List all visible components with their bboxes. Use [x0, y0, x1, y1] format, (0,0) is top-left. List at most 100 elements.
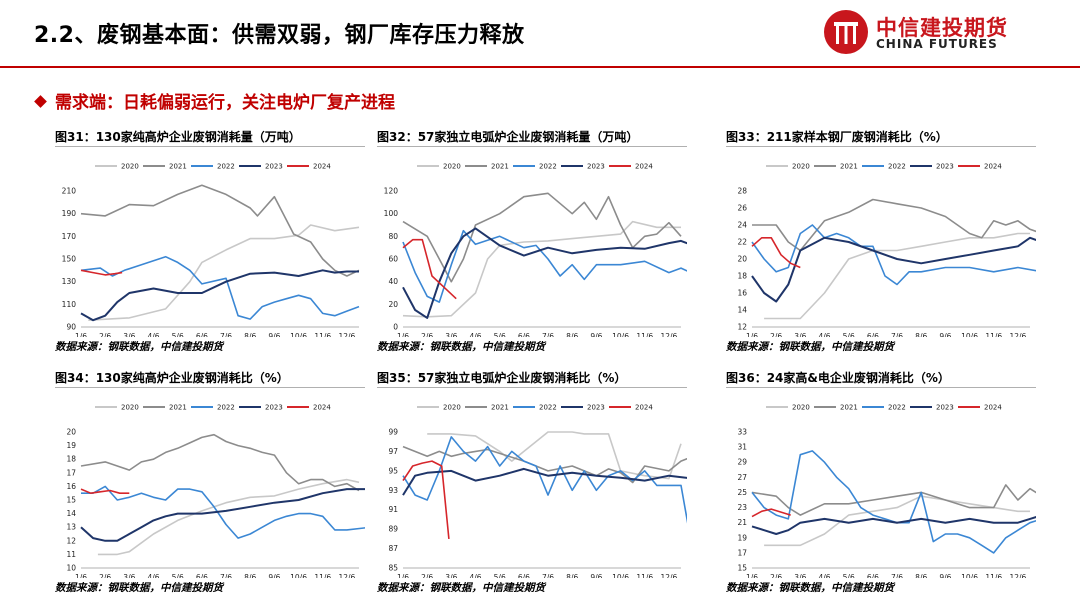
series-line-2021 — [751, 484, 1036, 516]
chart-title: 图32：57家独立电弧炉企业废钢消耗量（万吨） — [377, 130, 639, 144]
y-tick-label: 110 — [62, 300, 77, 309]
x-tick-label: 10/6 — [961, 332, 978, 337]
x-tick-label: 5/6 — [172, 332, 184, 337]
series-line-2024 — [402, 238, 457, 300]
series-line-2020 — [764, 495, 1030, 547]
x-tick-label: 11/6 — [636, 573, 653, 578]
x-tick-label: 12/6 — [338, 573, 355, 578]
y-tick-label: 14 — [737, 306, 747, 315]
line-chart-36: 2020 2021 2022 2023 2024 15 17 19 21 23 25 27 29 31 33… — [737, 404, 1036, 578]
x-tick-label: 10/6 — [290, 573, 307, 578]
legend-label-2022: 2022 — [217, 163, 235, 171]
legend-label-2024: 2024 — [635, 163, 653, 171]
y-tick-label: 28 — [737, 187, 747, 196]
y-tick-label: 11 — [66, 550, 76, 559]
legend-label-2024: 2024 — [313, 404, 331, 412]
y-tick-label: 93 — [388, 486, 398, 495]
y-tick-label: 15 — [737, 564, 747, 573]
y-tick-label: 15 — [66, 496, 76, 505]
chart-title: 图36：24家高&电企业废钢消耗比（%） — [726, 371, 950, 385]
x-tick-label: 6/6 — [867, 332, 879, 337]
y-tick-label: 17 — [66, 468, 76, 477]
series-line-2020 — [427, 431, 682, 480]
y-tick-label: 18 — [737, 272, 747, 281]
y-tick-label: 19 — [66, 441, 76, 450]
x-tick-label: 8/6 — [915, 332, 927, 337]
x-tick-label: 12/6 — [660, 332, 677, 337]
x-tick-label: 9/6 — [590, 332, 602, 337]
y-tick-label: 14 — [66, 509, 76, 518]
legend-label-2023: 2023 — [587, 404, 605, 412]
y-tick-label: 20 — [66, 428, 76, 437]
legend-label-2023: 2023 — [265, 404, 283, 412]
legend-label-2022: 2022 — [539, 404, 557, 412]
x-tick-label: 4/6 — [147, 332, 159, 337]
x-tick-label: 11/6 — [636, 332, 653, 337]
chart-source: 数据来源：钢联数据，中信建投期货 — [726, 341, 894, 353]
y-tick-label: 16 — [737, 289, 747, 298]
line-chart-31: 2020 2021 2022 2023 2024 90 110 130 150 170 190 210… — [62, 163, 360, 337]
page-title: 2.2、废钢基本面：供需双弱，钢厂库存压力释放 — [34, 23, 525, 48]
series-line-2024 — [402, 460, 450, 539]
x-tick-label: 11/6 — [314, 332, 331, 337]
chart-panel-34: 图34：130家纯高炉企业废钢消耗比（%） 2020 2021 2022 2023 20… — [55, 369, 401, 596]
x-tick-label: 12/6 — [660, 573, 677, 578]
series-line-2022 — [751, 224, 1036, 286]
series-line-2021 — [80, 433, 360, 492]
x-tick-label: 9/6 — [590, 573, 602, 578]
x-tick-label: 4/6 — [818, 332, 830, 337]
series-line-2021 — [402, 445, 687, 484]
legend-label-2023: 2023 — [936, 404, 954, 412]
x-tick-label: 12/6 — [1009, 332, 1026, 337]
x-tick-label: 8/6 — [244, 332, 256, 337]
y-tick-label: 17 — [737, 548, 747, 557]
y-tick-label: 23 — [737, 503, 747, 512]
legend-label-2023: 2023 — [936, 163, 954, 171]
y-tick-label: 20 — [737, 255, 747, 264]
chart-legend: 2020 2021 2022 2023 2024 — [417, 163, 653, 171]
x-tick-label: 3/6 — [794, 573, 806, 578]
x-tick-label: 1/6 — [746, 573, 758, 578]
chart-legend: 2020 2021 2022 2023 2024 — [95, 163, 331, 171]
series-line-2021 — [80, 184, 360, 277]
x-tick-label: 7/6 — [542, 332, 554, 337]
series-line-2023 — [402, 227, 687, 319]
series-line-2023 — [80, 269, 359, 322]
series-line-2023 — [80, 488, 365, 542]
chart-source: 数据来源：钢联数据，中信建投期货 — [55, 582, 223, 594]
section-subtitle: 需求端：日耗偏弱运行，关注电炉厂复产进程 — [34, 88, 395, 113]
x-tick-label: 2/6 — [421, 332, 433, 337]
chart-legend: 2020 2021 2022 2023 2024 — [417, 404, 653, 412]
legend-label-2023: 2023 — [587, 163, 605, 171]
logo-text-en: CHINA FUTURES — [876, 37, 998, 51]
x-tick-label: 9/6 — [939, 332, 951, 337]
y-tick-label: 25 — [737, 488, 747, 497]
x-tick-label: 5/6 — [172, 573, 184, 578]
series-line-2023 — [402, 467, 687, 496]
series-line-2023 — [751, 236, 1036, 303]
x-tick-label: 4/6 — [818, 573, 830, 578]
y-tick-label: 60 — [388, 255, 398, 264]
x-tick-label: 2/6 — [99, 573, 111, 578]
legend-label-2022: 2022 — [217, 404, 235, 412]
y-tick-label: 150 — [62, 255, 77, 264]
x-tick-label: 2/6 — [99, 332, 111, 337]
chart-source: 数据来源：钢联数据，中信建投期货 — [726, 582, 894, 594]
y-tick-label: 100 — [384, 209, 399, 218]
section-subtitle-text: 需求端：日耗偏弱运行，关注电炉厂复产进程 — [55, 93, 395, 113]
y-tick-label: 190 — [62, 209, 77, 218]
x-tick-label: 8/6 — [566, 573, 578, 578]
y-tick-label: 40 — [388, 277, 398, 286]
x-tick-label: 7/6 — [891, 332, 903, 337]
chart-title: 图34：130家纯高炉企业废钢消耗比（%） — [55, 371, 289, 385]
x-tick-label: 12/6 — [338, 332, 355, 337]
legend-label-2020: 2020 — [121, 404, 139, 412]
chart-panel-32: 图32：57家独立电弧炉企业废钢消耗量（万吨） 2020 2021 2022 2023… — [377, 128, 723, 355]
x-tick-label: 8/6 — [244, 573, 256, 578]
y-tick-label: 22 — [737, 238, 747, 247]
legend-label-2021: 2021 — [169, 163, 187, 171]
series-line-2022 — [402, 229, 687, 303]
x-tick-label: 1/6 — [75, 573, 87, 578]
legend-label-2024: 2024 — [984, 404, 1002, 412]
y-tick-label: 18 — [66, 455, 76, 464]
